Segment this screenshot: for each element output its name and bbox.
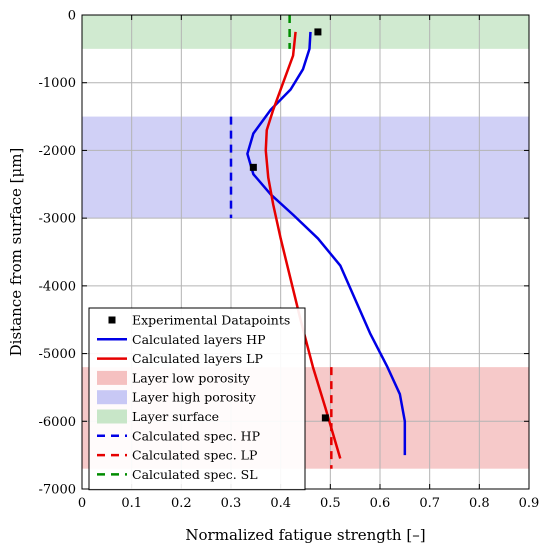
x-tick-label: 0.7: [419, 496, 440, 511]
points-layer: [249, 28, 329, 422]
legend-label: Calculated spec. LP: [132, 448, 257, 463]
legend-label: Layer high porosity: [132, 390, 257, 405]
legend: Experimental Datapoints Calculated layers…: [88, 307, 306, 491]
y-tick-label: -1000: [39, 76, 76, 91]
legend-label: Layer low porosity: [132, 370, 251, 385]
x-tick-label: 0.6: [370, 496, 391, 511]
legend-label: Experimental Datapoints: [132, 313, 290, 328]
legend-swatch-patch: [97, 390, 127, 405]
legend-label: Calculated layers HP: [132, 332, 266, 347]
experimental-point: [249, 163, 257, 171]
y-axis-label: Distance from surface [μm]: [7, 148, 25, 357]
series-calculated-layers-hp: [246, 31, 407, 456]
y-tick-label: -7000: [39, 483, 76, 498]
x-tick-label: 0.3: [221, 496, 242, 511]
x-tick-label: 0.4: [270, 496, 291, 511]
y-tick-label: -3000: [39, 212, 76, 227]
legend-swatch-patch: [97, 409, 127, 424]
series-layer: [229, 15, 407, 469]
series-calculated-layers-lp: [264, 31, 342, 459]
ticks-layer: 0 0.1 0.2 0.3 0.4 0.5 0.6 0.7 0.8 0.9 0 -1000 -2000 -…: [39, 9, 540, 512]
x-tick-label: 0: [78, 496, 86, 511]
legend-label: Calculated spec. SL: [132, 467, 258, 482]
x-tick-label: 0.5: [320, 496, 341, 511]
y-tick-label: -5000: [39, 347, 76, 362]
y-tick-label: -2000: [39, 144, 76, 159]
legend-label: Calculated spec. HP: [132, 428, 260, 443]
x-tick-label: 0.8: [469, 496, 490, 511]
legend-swatch-square: [108, 316, 116, 324]
legend-swatch-patch: [97, 370, 127, 385]
legend-label: Calculated layers LP: [132, 351, 263, 366]
x-axis-label: Normalized fatigue strength [–]: [185, 526, 425, 544]
y-tick-label: 0: [68, 9, 76, 24]
y-tick-label: -6000: [39, 415, 76, 430]
x-tick-label: 0.2: [171, 496, 192, 511]
experimental-point: [314, 28, 322, 36]
x-tick-label: 0.1: [121, 496, 142, 511]
x-tick-label: 0.9: [519, 496, 540, 511]
band-layer-surface: [82, 15, 529, 49]
band-layer-high-porosity: [82, 116, 529, 219]
experimental-point: [321, 414, 329, 422]
y-tick-label: -4000: [39, 279, 76, 294]
legend-label: Layer surface: [132, 409, 219, 424]
